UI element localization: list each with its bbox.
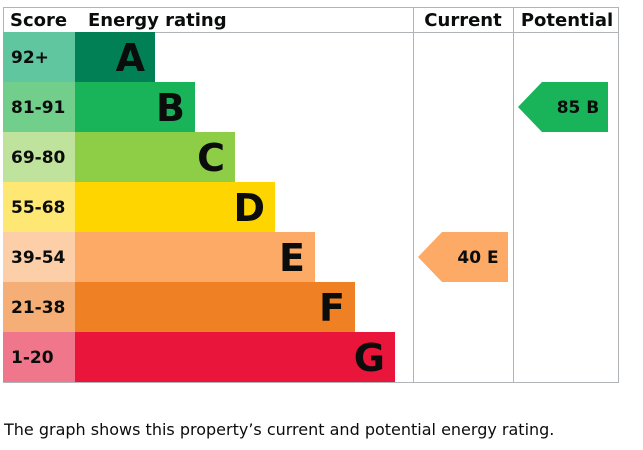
band-bar-f <box>75 282 355 332</box>
score-range-b: 81-91 <box>11 98 65 118</box>
band-bar-c <box>75 132 235 182</box>
score-range-f: 21-38 <box>11 298 65 318</box>
score-cell-c <box>3 132 75 182</box>
header-energy-rating: Energy rating <box>88 10 227 31</box>
score-cell-d <box>3 182 75 232</box>
header-score: Score <box>10 10 67 31</box>
band-letter-f: F <box>319 286 345 330</box>
band-letter-e: E <box>279 236 305 280</box>
score-range-g: 1-20 <box>11 348 54 368</box>
score-cell-e <box>3 232 75 282</box>
band-letter-d: D <box>233 186 265 230</box>
score-range-c: 69-80 <box>11 148 66 168</box>
band-letter-b: B <box>156 86 185 130</box>
header-potential: Potential <box>521 10 613 31</box>
band-bar-a <box>75 32 155 82</box>
score-cell-g <box>3 332 75 382</box>
score-cell-a <box>3 32 75 82</box>
energy-rating-chart: Score Energy rating Current Potential 92… <box>3 7 619 383</box>
band-letter-g: G <box>354 336 385 380</box>
current-rating-label: 40 E <box>457 248 498 268</box>
band-letter-c: C <box>197 136 225 180</box>
header-current: Current <box>424 10 502 31</box>
chart-caption: The graph shows this property’s current … <box>4 420 555 439</box>
band-letter-a: A <box>116 36 146 80</box>
current-rating-arrow <box>418 232 508 282</box>
score-cell-f <box>3 282 75 332</box>
band-bar-d <box>75 182 275 232</box>
band-bar-b <box>75 82 195 132</box>
score-range-e: 39-54 <box>11 248 66 268</box>
chart-header: Score Energy rating Current Potential <box>10 10 613 31</box>
score-range-d: 55-68 <box>11 198 65 218</box>
potential-rating-label: 85 B <box>557 98 600 118</box>
score-range-a: 92+ <box>11 48 49 68</box>
potential-rating-arrow <box>518 82 608 132</box>
band-bar-e <box>75 232 315 282</box>
score-cell-b <box>3 82 75 132</box>
rating-bands: 92+ A 81-91 B 69-80 C 55-68 D 39-54 E 21-38 F 1-20 G <box>3 32 395 382</box>
rating-markers: 40 E 85 B <box>418 82 608 282</box>
band-bar-g <box>75 332 395 382</box>
